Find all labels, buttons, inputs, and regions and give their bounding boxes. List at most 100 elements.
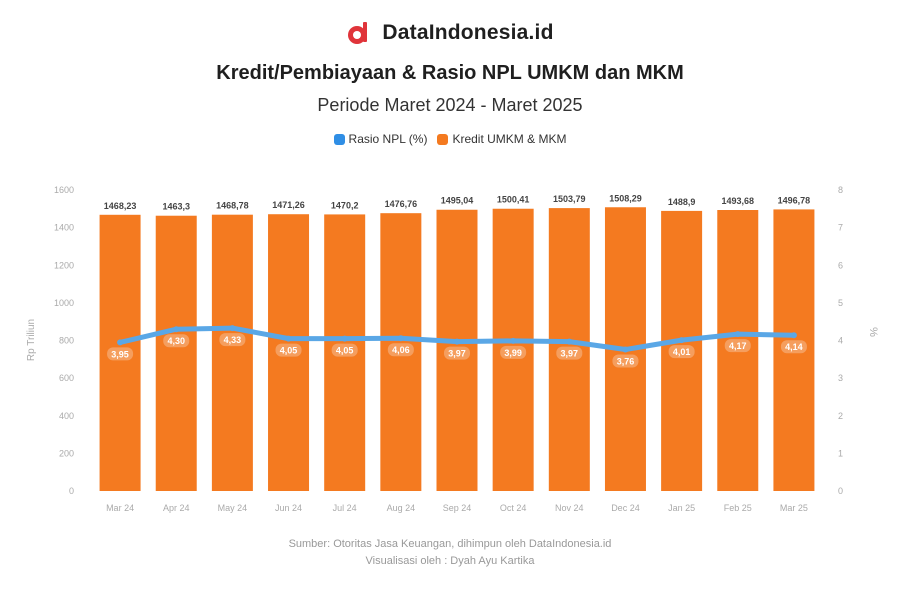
- y-right-tick-label: 6: [838, 260, 843, 270]
- legend-swatch-kredit: [437, 133, 449, 145]
- x-tick-label: Oct 24: [500, 503, 527, 513]
- npl-value-label: 4,33: [224, 335, 242, 345]
- npl-value-label: 4,05: [336, 346, 354, 356]
- bar-value-label: 1468,78: [216, 201, 249, 211]
- y-right-tick-label: 3: [838, 373, 843, 383]
- y-right-tick-label: 0: [838, 486, 843, 496]
- npl-point: [117, 339, 124, 346]
- y-left-tick-label: 1000: [54, 298, 74, 308]
- x-tick-label: Mar 24: [106, 503, 134, 513]
- npl-value-label: 3,76: [617, 357, 635, 367]
- npl-label-bg: [107, 347, 134, 361]
- y-right-tick-label: 4: [838, 336, 843, 346]
- npl-value-label: 4,14: [785, 342, 803, 352]
- npl-point: [341, 335, 348, 342]
- npl-value-label: 3,99: [504, 348, 522, 358]
- bar-value-label: 1463,3: [162, 202, 190, 212]
- x-tick-label: Apr 24: [163, 503, 190, 513]
- legend-item-kredit[interactable]: Kredit UMKM & MKM: [437, 132, 566, 146]
- npl-value-label: 3,97: [448, 349, 466, 359]
- x-tick-label: Aug 24: [387, 503, 416, 513]
- chart-subtitle: Periode Maret 2024 - Maret 2025: [317, 95, 583, 115]
- npl-label-bg: [780, 340, 807, 354]
- npl-label-bg: [500, 345, 527, 359]
- chart-title: Kredit/Pembiayaan & Rasio NPL UMKM dan M…: [216, 62, 684, 84]
- source-line: Sumber: Otoritas Jasa Keuangan, dihimpun…: [288, 538, 612, 550]
- npl-label-bg: [331, 343, 358, 357]
- x-tick-label: Mar 25: [780, 503, 808, 513]
- npl-point: [510, 337, 517, 344]
- x-tick-label: Nov 24: [555, 503, 584, 513]
- npl-point: [229, 325, 236, 332]
- visualization-credit: Visualisasi oleh : Dyah Ayu Kartika: [365, 555, 535, 567]
- npl-point: [622, 346, 629, 353]
- x-tick-label: Jun 24: [275, 503, 302, 513]
- npl-value-label: 3,95: [111, 349, 129, 359]
- y-right-tick-label: 2: [838, 411, 843, 421]
- legend-swatch-npl: [333, 133, 345, 145]
- npl-point: [173, 326, 180, 333]
- npl-label-bg: [556, 346, 583, 360]
- y-right-tick-label: 5: [838, 298, 843, 308]
- y-right-tick-label: 8: [838, 185, 843, 195]
- bar-value-label: 1488,9: [668, 197, 696, 207]
- bar-value-label: 1500,41: [497, 195, 530, 205]
- chart-legend: Rasio NPL (%) Kredit UMKM & MKM: [0, 132, 900, 146]
- bar-value-label: 1476,76: [385, 199, 418, 209]
- x-tick-label: Jul 24: [333, 503, 357, 513]
- y-left-tick-label: 400: [59, 411, 74, 421]
- bar-value-label: 1471,26: [272, 200, 305, 210]
- y-right-tick-label: 1: [838, 448, 843, 458]
- npl-point: [734, 331, 741, 338]
- npl-label-bg: [612, 354, 639, 368]
- y-left-tick-label: 600: [59, 373, 74, 383]
- y-left-tick-label: 0: [69, 486, 74, 496]
- legend-label-kredit: Kredit UMKM & MKM: [452, 132, 567, 146]
- brand-header: DataIndonesia.id: [0, 20, 900, 46]
- bar-value-label: 1496,78: [778, 195, 811, 205]
- y-left-axis-title: Rp Triliun: [26, 319, 37, 361]
- npl-point: [678, 337, 685, 344]
- bar-value-label: 1470,2: [331, 200, 359, 210]
- left-axis: 0 200 400 600 800 1000 1200 1400 1600 Rp Triliun: [26, 185, 74, 496]
- source-note: Sumber: Otoritas Jasa Keuangan, dihimpun…: [0, 536, 900, 570]
- line-data-labels: 3,95 4,30 4,33 4,05 4,05 4,06 3,97 3,99 3,97 3,76…: [107, 333, 807, 368]
- npl-label-bg: [219, 333, 246, 347]
- x-axis: Mar 24 Apr 24 May 24 Jun 24 Jul 24 Aug 24 Sep …: [106, 503, 808, 513]
- npl-value-label: 4,17: [729, 341, 747, 351]
- right-axis: 0 1 2 3 4 5 6 7 8%: [838, 185, 879, 496]
- bar: [211, 214, 253, 491]
- y-right-axis-title: %: [867, 327, 879, 337]
- legend-item-npl[interactable]: Rasio NPL (%): [333, 132, 428, 146]
- x-tick-label: Sep 24: [443, 503, 472, 513]
- bar-value-label: 1493,68: [721, 196, 754, 206]
- x-tick-label: Feb 25: [724, 503, 752, 513]
- line-series: [117, 325, 797, 353]
- y-right-tick-label: 7: [838, 223, 843, 233]
- npl-label-bg: [275, 343, 302, 357]
- npl-point: [285, 335, 292, 342]
- legend-label-npl: Rasio NPL (%): [348, 132, 428, 146]
- npl-value-label: 4,06: [392, 345, 410, 355]
- y-left-tick-label: 1400: [54, 223, 74, 233]
- npl-value-label: 4,30: [167, 336, 185, 346]
- bar-value-label: 1503,79: [553, 194, 586, 204]
- npl-value-label: 4,05: [280, 346, 298, 356]
- y-left-tick-label: 1200: [54, 260, 74, 270]
- brand-name: DataIndonesia.id: [382, 21, 554, 44]
- bar: [155, 215, 197, 492]
- x-tick-label: May 24: [218, 503, 248, 513]
- bar-value-label: 1495,04: [441, 196, 474, 206]
- npl-value-label: 4,01: [673, 347, 691, 357]
- npl-label-bg: [668, 345, 695, 359]
- y-left-tick-label: 800: [59, 336, 74, 346]
- npl-label-bg: [163, 334, 190, 348]
- x-tick-label: Jan 25: [668, 503, 695, 513]
- y-left-tick-label: 200: [59, 448, 74, 458]
- npl-value-label: 3,97: [561, 349, 579, 359]
- npl-point: [566, 338, 573, 345]
- npl-label-bg: [724, 339, 751, 353]
- npl-point: [397, 335, 404, 342]
- npl-point: [454, 338, 460, 345]
